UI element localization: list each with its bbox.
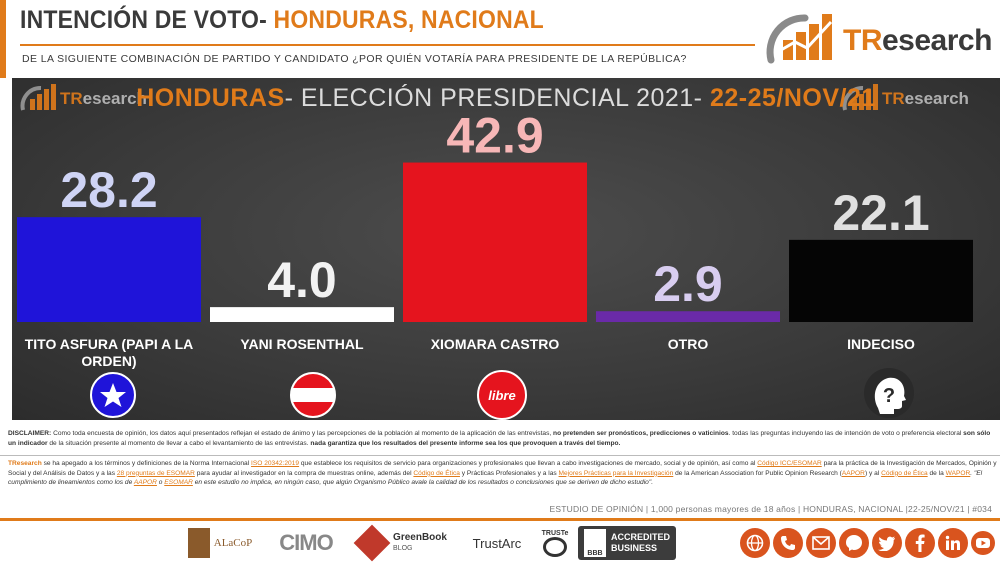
- cimo-logo[interactable]: CIMO: [279, 530, 333, 555]
- austria-flag-icon: [290, 372, 336, 418]
- value-label-5: 22.1: [832, 185, 929, 241]
- truste-logo[interactable]: TRUSTe: [538, 526, 572, 560]
- title-part2: HONDURAS, NACIONAL: [273, 6, 544, 34]
- value-label-4: 2.9: [653, 256, 723, 312]
- twitter-icon[interactable]: [872, 528, 902, 558]
- mejores-practicas-link[interactable]: Mejores Prácticas para la Investigación: [558, 469, 674, 477]
- watermark-wordmark-right: TResearch: [882, 89, 969, 108]
- alacop-logo[interactable]: ALaCoP: [180, 526, 260, 560]
- category-label-2: YANI ROSENTHAL: [240, 336, 364, 352]
- iso-link[interactable]: ISO 20342:2019: [251, 460, 300, 467]
- bar-3: [403, 162, 587, 322]
- mail-icon[interactable]: [806, 528, 836, 558]
- svg-text:?: ?: [883, 385, 895, 407]
- bar-4: [596, 311, 780, 322]
- star-icon: [90, 372, 136, 418]
- watermark-logo-right: TResearch: [842, 80, 1000, 114]
- esomar-link[interactable]: ESOMAR: [164, 479, 193, 487]
- phone-icon[interactable]: [773, 528, 803, 558]
- title-part1: INTENCIÓN DE VOTO-: [20, 6, 274, 34]
- trustarc-logo[interactable]: TrustArc: [472, 535, 522, 551]
- study-info: ESTUDIO DE OPINIÓN | 1,000 personas mayo…: [549, 504, 992, 514]
- chart-panel: TResearch TResearch HONDURAS- ELECCIÓN P…: [12, 78, 1000, 420]
- tresearch-logo: TResearch: [765, 4, 995, 70]
- bar-2: [210, 307, 394, 322]
- page-title: INTENCIÓN DE VOTO- HONDURAS, NACIONAL: [20, 6, 544, 35]
- globe-icon[interactable]: [740, 528, 770, 558]
- question-subtitle: DE LA SIGUIENTE COMBINACIÓN DE PARTIDO Y…: [22, 53, 687, 65]
- category-label-5: INDECISO: [847, 336, 915, 352]
- disclaimer-text: DISCLAIMER: Como toda encuesta de opinió…: [8, 430, 991, 447]
- question-head-icon: ?: [864, 368, 914, 418]
- standards-text: TResearch se ha apegado a los términos y…: [8, 460, 997, 487]
- divider: [0, 455, 1000, 456]
- bar-5: [789, 239, 973, 322]
- tresearch-watermark-icon: [842, 84, 878, 111]
- tresearch-wordmark: TResearch: [843, 24, 992, 57]
- linkedin-icon[interactable]: [938, 528, 968, 558]
- codigo-etica-link[interactable]: Código de Ética: [413, 469, 460, 477]
- bar-chart: 28.2 4.0 42.9 2.9 22.1: [17, 108, 973, 322]
- aapor-link[interactable]: AAPOR: [841, 469, 865, 477]
- watermark-wordmark-left: TResearch: [60, 89, 147, 108]
- chart-title: HONDURAS- ELECCIÓN PRESIDENCIAL 2021- 22…: [136, 84, 876, 112]
- value-label-2: 4.0: [267, 252, 337, 308]
- category-label-1: TITO ASFURA (PAPI A LA ORDEN): [24, 336, 194, 369]
- facebook-icon[interactable]: [905, 528, 935, 558]
- tresearch-watermark-icon: [20, 84, 56, 111]
- title-underline: [20, 44, 755, 46]
- value-label-3: 42.9: [446, 108, 543, 164]
- category-label-3: XIOMARA CASTRO: [430, 336, 560, 352]
- watermark-logo-left: TResearch: [20, 80, 180, 114]
- icc-esomar-link[interactable]: Código ICC/ESOMAR: [757, 460, 822, 467]
- footer-rule: [0, 518, 1000, 521]
- category-label-4: OTRO: [667, 336, 709, 352]
- esomar-28-link[interactable]: 28 preguntas de ESOMAR: [116, 469, 195, 477]
- libre-party-icon: libre: [477, 370, 527, 420]
- value-label-1: 28.2: [60, 162, 157, 218]
- header: INTENCIÓN DE VOTO- HONDURAS, NACIONAL DE…: [0, 0, 1000, 78]
- libre-party-text: libre: [488, 387, 516, 403]
- wapor-etica-link[interactable]: Código de Ética: [881, 469, 928, 477]
- wapor-link[interactable]: WAPOR: [945, 469, 971, 477]
- tresearch-logo-icon: [766, 14, 833, 64]
- aapor-link-2[interactable]: AAPOR: [133, 479, 157, 487]
- bbb-accredited-logo[interactable]: BBB ACCREDITED BUSINESS: [578, 526, 676, 560]
- messenger-icon[interactable]: [839, 528, 869, 558]
- bar-1: [17, 217, 201, 322]
- youtube-icon[interactable]: [971, 531, 995, 555]
- header-accent-bar: [0, 0, 6, 78]
- greenbook-logo[interactable]: GreenBook BLOG: [353, 524, 452, 562]
